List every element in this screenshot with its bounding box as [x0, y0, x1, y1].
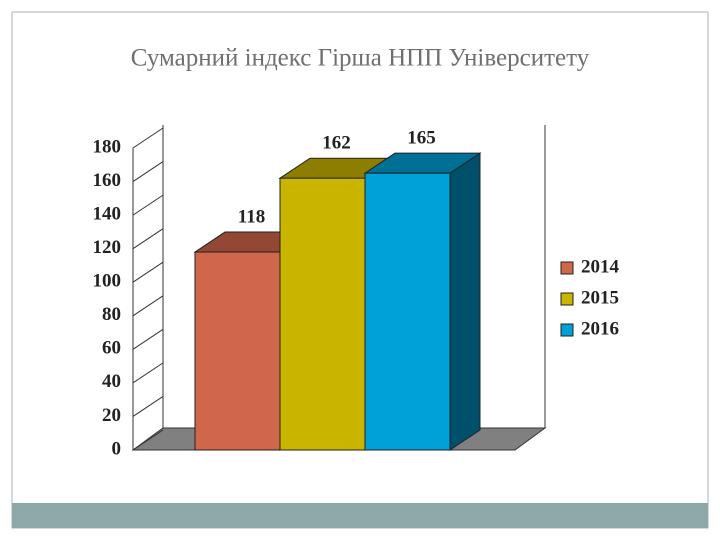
bar [364, 172, 451, 451]
tick-mark [132, 127, 164, 149]
tick-mark [132, 161, 164, 182]
tick-mark [132, 396, 164, 417]
legend-swatch [560, 323, 574, 337]
y-tick-label: 20 [102, 405, 121, 426]
value-label: 165 [407, 128, 436, 149]
bar [194, 251, 281, 451]
bar [279, 177, 366, 451]
footer-band [12, 503, 708, 528]
y-tick-label: 60 [102, 338, 121, 359]
legend-label: 2016 [581, 318, 619, 339]
y-tick-label: 180 [93, 136, 122, 157]
y-tick-label: 80 [102, 304, 121, 325]
value-label: 162 [322, 133, 351, 154]
tick-mark [132, 261, 164, 283]
chart-title: Сумарний індекс Гірша НПП Університету [131, 45, 590, 72]
y-tick-label: 140 [93, 203, 122, 224]
y-tick-label: 0 [112, 438, 122, 459]
legend-label: 2014 [581, 256, 620, 277]
tick-mark [132, 328, 164, 350]
tick-mark [132, 295, 164, 317]
tick-mark [132, 194, 164, 216]
y-tick-label: 40 [102, 371, 121, 392]
y-tick-label: 160 [93, 170, 122, 191]
y-tick-label: 120 [93, 237, 122, 258]
legend-swatch [560, 261, 574, 275]
value-label: 118 [238, 206, 265, 227]
legend-label: 2015 [581, 287, 619, 308]
tick-mark [132, 362, 164, 384]
bar-side [449, 152, 481, 451]
tick-mark [132, 228, 164, 250]
legend-swatch [560, 292, 574, 306]
tick-mark [132, 429, 164, 451]
y-tick-label: 100 [93, 271, 122, 292]
